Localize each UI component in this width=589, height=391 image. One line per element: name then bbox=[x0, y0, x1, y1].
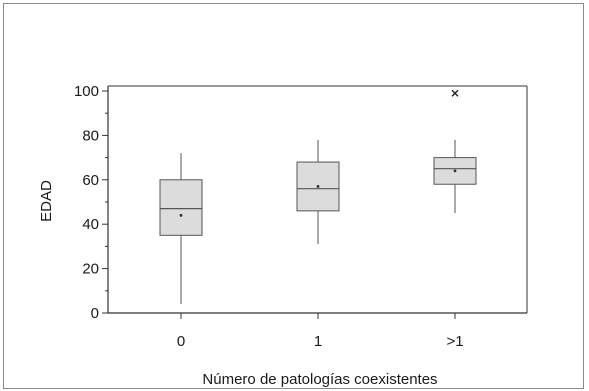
y-axis-title: EDAD bbox=[38, 180, 55, 222]
plot-area: 0 20 40 60 80 100 0 1 >1 bbox=[74, 83, 528, 350]
mean-marker-1 bbox=[316, 185, 320, 188]
y-tick-label-20: 20 bbox=[82, 261, 99, 278]
mean-marker-0 bbox=[179, 213, 183, 217]
y-tick-label-80: 80 bbox=[82, 127, 99, 144]
y-tick-label-100: 100 bbox=[74, 83, 99, 100]
x-tick-label-0: 0 bbox=[177, 333, 185, 350]
figure-frame bbox=[3, 3, 584, 389]
x-axis-title: Número de patologías coexistentes bbox=[202, 371, 437, 388]
x-tick-label-1: 1 bbox=[314, 333, 322, 350]
y-tick-label-0: 0 bbox=[91, 305, 99, 322]
outlier-2-0-b bbox=[451, 89, 459, 97]
x-tick-label-2: >1 bbox=[446, 333, 463, 350]
box-0 bbox=[159, 179, 203, 236]
y-tick-label-60: 60 bbox=[82, 172, 99, 189]
mean-marker-2 bbox=[453, 169, 457, 173]
y-tick-label-40: 40 bbox=[82, 216, 99, 233]
